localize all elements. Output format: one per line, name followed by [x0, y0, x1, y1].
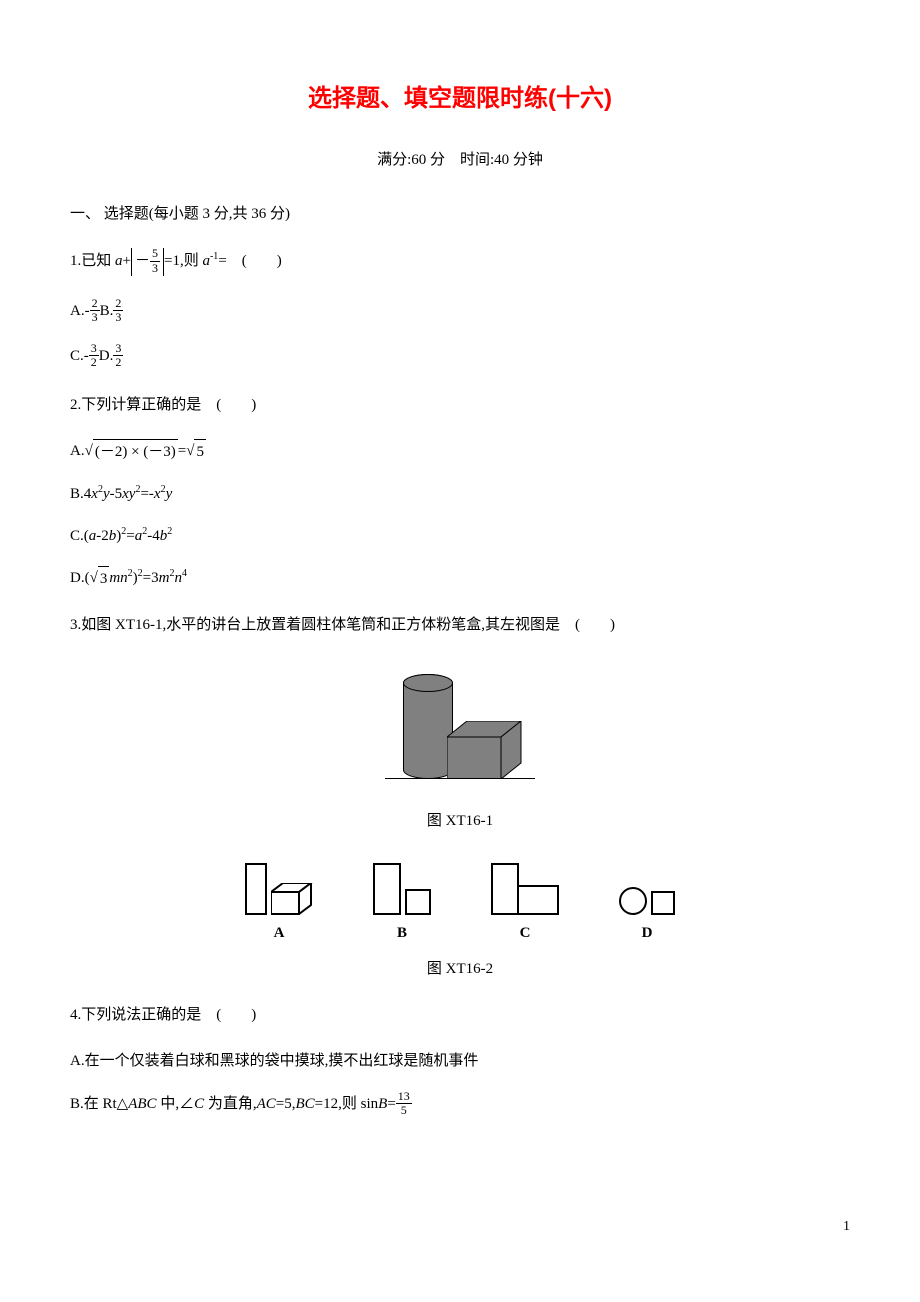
option-c-label: C: [491, 921, 559, 945]
q2-d-pre: D.(: [70, 570, 90, 586]
q1-d-den: 2: [113, 356, 123, 369]
q4-b-bc: BC: [296, 1096, 315, 1112]
q2-option-d: D.(3mn2)2=3m2n4: [70, 566, 850, 591]
q4-b-m1: 中,∠: [157, 1096, 195, 1112]
q1-eq1: =1,则: [164, 254, 202, 270]
option-b-label: B: [373, 921, 431, 945]
q1-options-cd: C.-32D.32: [70, 343, 850, 370]
q2-option-c: C.(a-2b)2=a2-4b2: [70, 524, 850, 548]
q1-abs: －53: [131, 248, 164, 275]
figure-1-caption: 图 XT16-1: [70, 809, 850, 833]
q4-b-c: C: [194, 1096, 204, 1112]
q1-var-a: a: [115, 254, 123, 270]
q4-b-ac: AC: [257, 1096, 276, 1112]
question-4: 4.下列说法正确的是 ( ): [70, 1003, 850, 1027]
q4-b-pre: B.在 Rt△: [70, 1096, 128, 1112]
question-2: 2.下列计算正确的是 ( ): [70, 393, 850, 417]
q1-a-pre: A.-: [70, 303, 90, 319]
q1-end: = ( ): [218, 254, 281, 270]
cube-mini-icon: [271, 883, 313, 915]
q4-b-m2: 为直角,: [204, 1096, 257, 1112]
q1-a-den: 3: [90, 311, 100, 324]
question-3: 3.如图 XT16-1,水平的讲台上放置着圆柱体笔筒和正方体粉笔盒,其左视图是 …: [70, 613, 850, 637]
question-1: 1.已知 a+－53=1,则 a-1= ( ): [70, 248, 850, 275]
section-1-heading: 一、 选择题(每小题 3 分,共 36 分): [70, 202, 850, 226]
q4-b-num: 13: [396, 1090, 412, 1104]
q4-b-m4: =12,则 sin: [315, 1096, 378, 1112]
page-number: 1: [843, 1216, 850, 1238]
q2-option-b: B.4x2y-5xy2=-x2y: [70, 482, 850, 506]
option-a-shape: A: [245, 855, 313, 945]
figure-2: A B C D: [70, 855, 850, 945]
q4-b-m3: =5,: [276, 1096, 296, 1112]
q1-d-num: 3: [113, 342, 123, 356]
q1-d-pre: D.: [99, 348, 114, 364]
q1-c-den: 2: [89, 356, 99, 369]
q1-plus: +: [123, 254, 131, 270]
q1-var-a2: a: [202, 254, 210, 270]
score-time: 满分:60 分 时间:40 分钟: [70, 148, 850, 172]
q1-stem-pre: 1.已知: [70, 254, 115, 270]
q4-b-bvar: B: [378, 1096, 387, 1112]
q4-b-den: 5: [396, 1104, 412, 1117]
q2-d-sqrt: 3: [90, 566, 110, 591]
q4-option-b: B.在 Rt△ABC 中,∠C 为直角,AC=5,BC=12,则 sinB=13…: [70, 1091, 850, 1118]
q2-option-a: A. (－2) × (－3)= 5: [70, 439, 850, 464]
q4-b-tri: ABC: [128, 1096, 156, 1112]
cylinder-shape: [403, 674, 453, 779]
figure-2-caption: 图 XT16-2: [70, 957, 850, 981]
q4-option-a: A.在一个仅装着白球和黑球的袋中摸球,摸不出红球是随机事件: [70, 1049, 850, 1073]
q1-b-num: 2: [113, 297, 123, 311]
q1-options-ab: A.-23B.23: [70, 298, 850, 325]
q1-c-pre: C.-: [70, 348, 89, 364]
q1-b-pre: B.: [100, 303, 114, 319]
q2-a-rad2: 5: [194, 439, 206, 464]
q2-a-rad1: (－2) × (－3): [93, 439, 178, 464]
option-a-label: A: [245, 921, 313, 945]
q1-abs-num: 5: [150, 247, 160, 261]
q1-a-num: 2: [90, 297, 100, 311]
option-c-shape: C: [491, 855, 559, 945]
q2-a-pre: A.: [70, 443, 85, 459]
q2-a-eq: =: [178, 443, 186, 459]
table-surface-line: [385, 778, 535, 779]
q1-abs-den: 3: [150, 262, 160, 275]
option-b-shape: B: [373, 855, 431, 945]
q1-b-den: 3: [113, 311, 123, 324]
option-d-shape: D: [619, 855, 675, 945]
q2-a-sqrt1: (－2) × (－3): [85, 439, 178, 464]
q2-d-rad: 3: [98, 566, 110, 591]
figure-1: [70, 659, 850, 797]
page-title: 选择题、填空题限时练(十六): [70, 80, 850, 118]
cube-shape: [447, 721, 525, 779]
q2-a-sqrt2: 5: [186, 439, 206, 464]
q1-c-num: 3: [89, 342, 99, 356]
option-d-label: D: [619, 921, 675, 945]
q4-b-m5: =: [387, 1096, 395, 1112]
